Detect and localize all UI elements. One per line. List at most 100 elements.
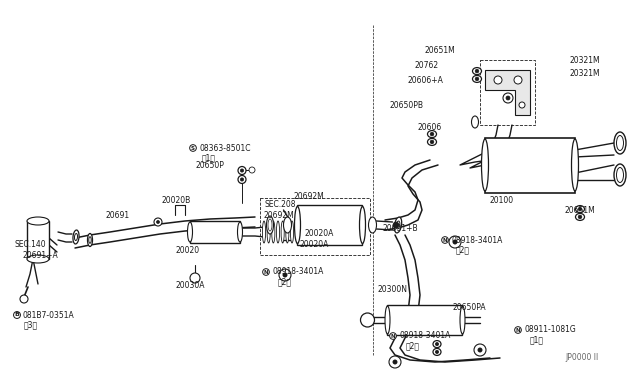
- Ellipse shape: [73, 230, 79, 244]
- Ellipse shape: [575, 206, 584, 212]
- Circle shape: [393, 360, 397, 364]
- Ellipse shape: [188, 222, 193, 242]
- Text: （3）: （3）: [24, 321, 38, 330]
- Text: （1）: （1）: [530, 336, 544, 344]
- Circle shape: [360, 313, 374, 327]
- Text: 20651M: 20651M: [565, 205, 596, 215]
- Ellipse shape: [616, 135, 623, 151]
- Circle shape: [578, 207, 582, 211]
- Ellipse shape: [428, 138, 436, 145]
- Circle shape: [430, 140, 434, 144]
- Circle shape: [503, 93, 513, 103]
- Ellipse shape: [284, 217, 291, 233]
- Circle shape: [478, 348, 482, 352]
- Text: 08918-3401A: 08918-3401A: [273, 267, 324, 276]
- Bar: [190, 221, 240, 243]
- Circle shape: [475, 69, 479, 73]
- Text: 20606: 20606: [418, 122, 442, 131]
- Bar: [387, 305, 463, 335]
- Text: 20692M: 20692M: [294, 192, 324, 201]
- Ellipse shape: [614, 164, 626, 186]
- Text: 20650P: 20650P: [196, 160, 225, 170]
- Ellipse shape: [238, 167, 246, 174]
- Text: N: N: [390, 334, 396, 339]
- Ellipse shape: [433, 349, 441, 355]
- Ellipse shape: [572, 139, 579, 191]
- Circle shape: [279, 269, 291, 281]
- Ellipse shape: [266, 216, 273, 234]
- Circle shape: [241, 178, 244, 181]
- Circle shape: [241, 169, 244, 172]
- Text: （2）: （2）: [456, 246, 470, 254]
- Ellipse shape: [88, 234, 93, 247]
- Text: JP0000 II: JP0000 II: [565, 353, 598, 362]
- Circle shape: [389, 356, 401, 368]
- Circle shape: [475, 77, 479, 81]
- Ellipse shape: [276, 221, 280, 243]
- Text: N: N: [443, 237, 447, 243]
- Polygon shape: [485, 70, 530, 115]
- Circle shape: [578, 215, 582, 219]
- Text: 20321M: 20321M: [570, 55, 600, 64]
- Text: 20321M: 20321M: [570, 68, 600, 77]
- Text: 20692M: 20692M: [264, 211, 295, 219]
- Ellipse shape: [394, 217, 402, 233]
- Circle shape: [506, 96, 510, 100]
- Bar: [480, 60, 535, 125]
- Text: N: N: [264, 269, 268, 275]
- Ellipse shape: [281, 221, 284, 243]
- Ellipse shape: [286, 221, 289, 243]
- Circle shape: [514, 76, 522, 84]
- Ellipse shape: [272, 221, 275, 243]
- Ellipse shape: [237, 222, 243, 242]
- Bar: [298, 205, 362, 245]
- Text: 20606+A: 20606+A: [408, 76, 444, 84]
- Ellipse shape: [268, 219, 272, 231]
- Text: 08918-3401A: 08918-3401A: [452, 235, 504, 244]
- Ellipse shape: [267, 221, 270, 243]
- Ellipse shape: [428, 131, 436, 138]
- Circle shape: [157, 221, 159, 224]
- Text: S: S: [191, 145, 195, 151]
- Text: SEC.208: SEC.208: [265, 199, 296, 208]
- Text: 08918-3401A: 08918-3401A: [400, 331, 451, 340]
- Circle shape: [474, 344, 486, 356]
- Ellipse shape: [396, 221, 400, 229]
- Text: N: N: [516, 327, 520, 333]
- Ellipse shape: [294, 206, 301, 244]
- Text: 20651M: 20651M: [425, 45, 456, 55]
- Ellipse shape: [472, 116, 479, 128]
- Text: SEC.140: SEC.140: [14, 240, 45, 248]
- Ellipse shape: [238, 176, 246, 183]
- Ellipse shape: [472, 68, 481, 74]
- Ellipse shape: [575, 214, 584, 221]
- Circle shape: [430, 132, 434, 136]
- Text: B: B: [15, 312, 19, 317]
- Ellipse shape: [385, 306, 390, 334]
- Ellipse shape: [89, 237, 92, 243]
- Text: 20762: 20762: [415, 61, 439, 70]
- Ellipse shape: [369, 217, 376, 233]
- Circle shape: [453, 240, 457, 244]
- Text: 20020B: 20020B: [162, 196, 191, 205]
- Text: 20691: 20691: [105, 211, 129, 219]
- Text: 20030A: 20030A: [175, 280, 205, 289]
- Text: 20020A: 20020A: [300, 240, 330, 248]
- Text: 20650PB: 20650PB: [390, 100, 424, 109]
- Bar: [485, 138, 575, 192]
- Text: 20020A: 20020A: [305, 228, 334, 237]
- Ellipse shape: [460, 306, 465, 334]
- Circle shape: [249, 167, 255, 173]
- Circle shape: [435, 350, 438, 353]
- Ellipse shape: [27, 255, 49, 263]
- Text: 08911-1081G: 08911-1081G: [525, 326, 577, 334]
- Ellipse shape: [481, 139, 488, 191]
- Bar: [27, 221, 49, 259]
- Text: 20691+B: 20691+B: [383, 224, 419, 232]
- Ellipse shape: [27, 217, 49, 225]
- Text: （1）: （1）: [202, 154, 216, 163]
- Ellipse shape: [291, 221, 294, 243]
- Ellipse shape: [472, 76, 481, 83]
- Ellipse shape: [433, 341, 441, 347]
- Text: 20100: 20100: [490, 196, 514, 205]
